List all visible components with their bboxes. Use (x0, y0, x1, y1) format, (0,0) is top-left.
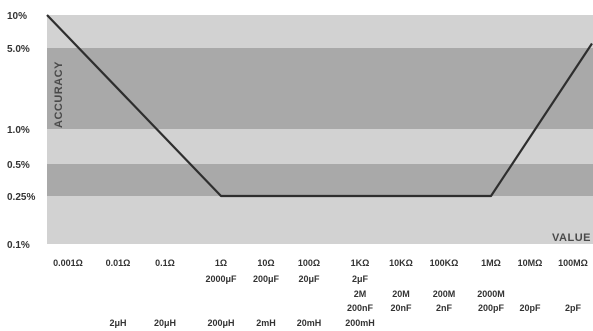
x-tick-inductance: 200μH (207, 318, 234, 328)
x-tick-capacitance-range: 20pF (519, 303, 541, 313)
x-tick-resistance: 0.01Ω (106, 258, 131, 268)
x-tick-capacitance-range: 2pF (565, 303, 582, 313)
x-tick-capacitance-range: 200nF (347, 303, 374, 313)
x-tick-inductance: 2mH (256, 318, 276, 328)
x-tick-resistance: 100Ω (298, 258, 320, 268)
y-tick-label: 0.25% (7, 192, 35, 203)
x-tick-inductance: 2μH (109, 318, 126, 328)
y-tick-label: 10% (7, 11, 27, 22)
accuracy-band-4 (47, 196, 593, 244)
y-tick-label: 1.0% (7, 125, 30, 136)
accuracy-band-0 (47, 15, 593, 48)
x-tick-resistance: 1MΩ (481, 258, 501, 268)
x-tick-capacitance-range: 2nF (436, 303, 453, 313)
x-tick-resistance: 100KΩ (430, 258, 459, 268)
x-tick-resistance: 0.1Ω (155, 258, 175, 268)
accuracy-bands (47, 15, 593, 244)
y-axis-tick-labels: 10% 5.0% 1.0% 0.5% 0.25% 0.1% (7, 11, 35, 251)
x-axis-tick-labels: 0.001Ω 0.01Ω 2μH 0.1Ω 20μH 1Ω 2000μF 200μH 10Ω 20… (53, 258, 588, 328)
y-tick-label: 5.0% (7, 44, 30, 55)
x-tick-capacitance-range: 20M (392, 289, 410, 299)
y-tick-label: 0.5% (7, 160, 30, 171)
x-tick-capacitance-range: 2M (354, 289, 367, 299)
x-tick-capacitance-range: 200pF (478, 303, 505, 313)
x-tick-capacitance: 200μF (253, 274, 280, 284)
x-tick-capacitance: 20μF (298, 274, 320, 284)
x-tick-resistance: 10Ω (257, 258, 274, 268)
x-tick-capacitance: 2μF (352, 274, 369, 284)
x-tick-inductance: 20mH (297, 318, 322, 328)
accuracy-band-2 (47, 129, 593, 164)
accuracy-line (46, 14, 593, 198)
x-tick-resistance: 100MΩ (558, 258, 588, 268)
y-tick-label: 0.1% (7, 240, 30, 251)
x-tick-inductance: 200mH (345, 318, 375, 328)
x-tick-resistance: 1KΩ (351, 258, 370, 268)
x-tick-capacitance-range: 2000M (477, 289, 505, 299)
accuracy-band-3 (47, 164, 593, 196)
accuracy-band-1 (47, 48, 593, 129)
x-tick-resistance: 0.001Ω (53, 258, 83, 268)
x-axis-label: VALUE (552, 232, 591, 244)
x-tick-capacitance: 2000μF (205, 274, 237, 284)
x-tick-resistance: 10MΩ (518, 258, 543, 268)
x-tick-capacitance-range: 200M (433, 289, 456, 299)
x-tick-inductance: 20μH (154, 318, 176, 328)
x-tick-resistance: 10KΩ (389, 258, 413, 268)
y-axis-label: ACCURACY (53, 61, 65, 128)
x-tick-resistance: 1Ω (215, 258, 227, 268)
x-tick-capacitance-range: 20nF (390, 303, 412, 313)
